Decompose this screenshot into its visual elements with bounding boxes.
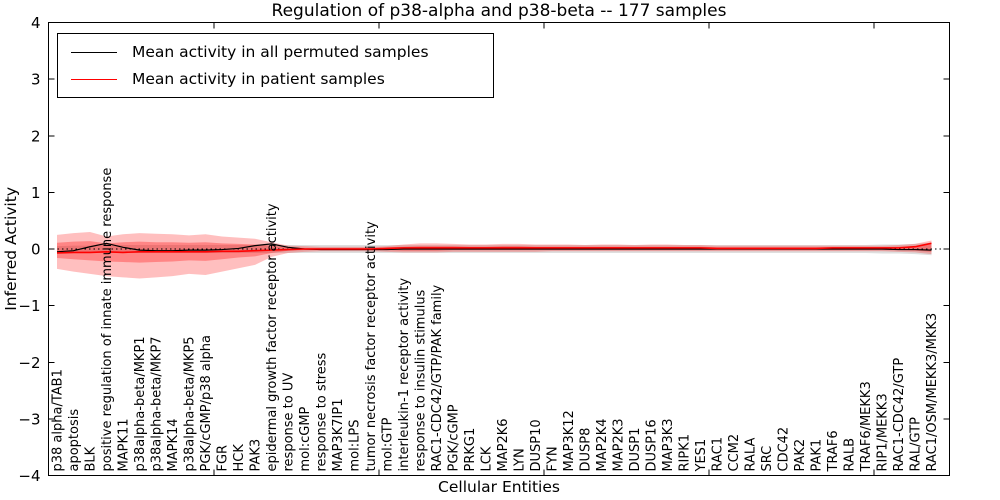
x-category-label: mol:GTP — [381, 417, 396, 471]
x-category-label: tumor necrosis factor receptor activity — [364, 221, 379, 472]
x-category-label: PAK2 — [793, 439, 808, 472]
x-category-label: CDC42 — [777, 427, 792, 472]
x-category-label: MAP2K3 — [612, 418, 627, 471]
x-category-label: RAC1 — [711, 437, 726, 472]
legend-label-permuted: Mean activity in all permuted samples — [132, 43, 429, 61]
x-category-label: MAPK14 — [166, 418, 181, 471]
patient-mean-line — [56, 242, 932, 254]
x-category-label: DUSP1 — [628, 428, 643, 472]
x-category-label: HCK — [232, 444, 247, 472]
x-category-label: RALB — [843, 438, 858, 472]
chart-title: Regulation of p38-alpha and p38-beta -- … — [271, 1, 727, 21]
x-axis-label: Cellular Entities — [438, 478, 560, 496]
x-category-label: SRC — [760, 446, 775, 472]
patient-outer-band — [57, 232, 932, 279]
x-category-label: PGK/cGMP — [447, 404, 462, 471]
x-category-label: response to stress — [315, 352, 330, 471]
x-category-label: mol:cGMP — [298, 406, 313, 471]
x-category-label: apoptosis — [67, 409, 82, 472]
x-category-label: MAPK11 — [117, 418, 132, 471]
legend-label-patient: Mean activity in patient samples — [132, 70, 385, 88]
x-category-label: LYN — [513, 448, 528, 471]
x-category-label: DUSP8 — [579, 428, 594, 472]
legend-item-patient: Mean activity in patient samples — [71, 70, 493, 88]
x-category-label: RAL/GTP — [909, 417, 924, 472]
x-category-label: mol:LPS — [348, 420, 363, 472]
x-category-label: BLK — [84, 446, 99, 471]
x-category-label: interleukin-1 receptor activity — [397, 278, 412, 472]
x-category-label: MAP3K12 — [562, 410, 577, 471]
x-category-label: response to insulin stimulus — [414, 289, 429, 471]
x-category-label: RAC1/OSM/MEKK3/MKK3 — [925, 313, 940, 472]
y-tick-label: 3 — [31, 71, 41, 89]
x-category-label: FGR — [216, 445, 231, 472]
x-category-label: MAP2K4 — [595, 418, 610, 471]
x-category-label: TRAF6/MEKK3 — [859, 381, 874, 472]
x-category-label: RAC1-CDC42/GTP/PAK family — [430, 284, 445, 471]
x-category-label: DUSP16 — [645, 419, 660, 471]
legend-item-permuted: Mean activity in all permuted samples — [71, 43, 493, 61]
patient-inner-band — [57, 241, 932, 263]
x-category-label: MAP3K3 — [661, 418, 676, 471]
x-category-label: DUSP10 — [529, 419, 544, 471]
x-category-label: CCM2 — [727, 434, 742, 472]
y-tick-label: 2 — [31, 127, 41, 145]
x-category-label: FYN — [546, 446, 561, 471]
y-tick-label: 1 — [31, 184, 41, 202]
x-category-label: RIPK1 — [678, 434, 693, 472]
y-tick-label: 0 — [31, 241, 41, 259]
x-category-label: epidermal growth factor receptor activit… — [265, 203, 280, 471]
x-category-label: MAP3K7IP1 — [331, 399, 346, 472]
x-category-label: PGK/cGMP/p38 alpha — [199, 335, 214, 471]
legend-line-sample-permuted — [71, 51, 117, 53]
y-tick-label: −3 — [18, 410, 40, 428]
x-category-label: LCK — [480, 446, 495, 471]
x-category-label: MAP2K6 — [496, 418, 511, 471]
y-tick-label: −1 — [18, 297, 40, 315]
x-category-label: YES1 — [694, 439, 709, 473]
x-category-label: PAK1 — [810, 439, 825, 472]
x-category-label: PRKG1 — [463, 428, 478, 472]
x-category-label: p38 alpha/TAB1 — [51, 369, 66, 471]
x-category-label: RALA — [744, 438, 759, 472]
x-category-label: p38alpha-beta/MKP1 — [133, 336, 148, 471]
legend-line-sample-patient — [71, 78, 117, 80]
y-axis-label: Inferred Activity — [2, 186, 20, 311]
x-category-label: response to UV — [282, 373, 297, 472]
x-category-label: p38alpha-beta/MKP5 — [183, 336, 198, 471]
y-tick-label: −4 — [18, 467, 40, 485]
y-axis-label-wrap: Inferred Activity — [2, 22, 20, 475]
y-tick-label: 4 — [31, 14, 41, 32]
x-category-label: PAK3 — [249, 439, 264, 472]
legend: Mean activity in all permuted samples Me… — [57, 33, 494, 98]
y-tick-label: −2 — [18, 354, 40, 372]
x-category-label: RIP1/MEKK3 — [876, 393, 891, 471]
x-category-label: RAC1-CDC42/GTP — [892, 358, 907, 472]
x-category-label: TRAF6 — [826, 430, 841, 472]
x-category-label: positive regulation of innate immune res… — [100, 168, 115, 472]
x-category-label: p38alpha-beta/MKP7 — [150, 336, 165, 471]
